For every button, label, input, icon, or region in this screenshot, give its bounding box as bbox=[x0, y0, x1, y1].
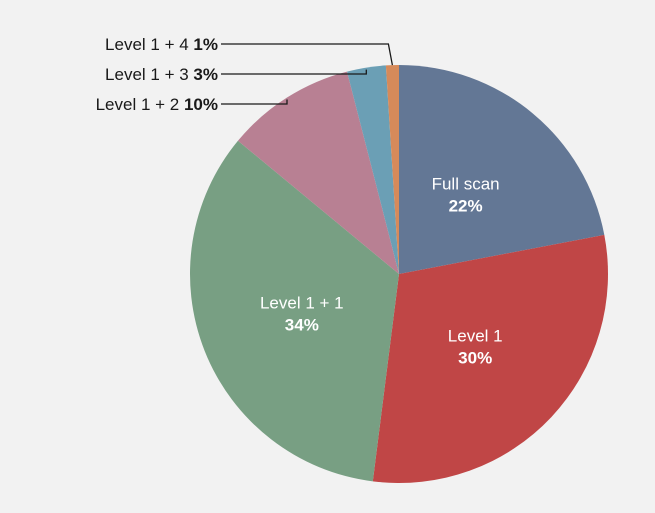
pie-slice-level-1-3 bbox=[347, 65, 399, 274]
pie-slice-level-1 bbox=[372, 234, 609, 483]
slice-label-level-1-4: Level 1 + 4 bbox=[105, 35, 193, 54]
slice-percent-level-1: 30% bbox=[458, 349, 492, 368]
slice-percent-level-1-1: 34% bbox=[285, 316, 319, 335]
slice-percent-level-1-3: 3% bbox=[193, 65, 218, 84]
pie-slice-level-1-4 bbox=[385, 65, 399, 274]
leader-line-level-1-4 bbox=[221, 43, 394, 66]
leader-lines bbox=[221, 43, 394, 105]
pie-slice-level-1-2 bbox=[237, 71, 399, 274]
slice-label-level-1-1: Level 1 + 1 bbox=[260, 294, 344, 313]
outside-label-level-1-2: Level 1 + 2 10% bbox=[96, 95, 218, 114]
slice-label-level-1-3: Level 1 + 3 bbox=[105, 65, 193, 84]
leader-line-level-1-2 bbox=[221, 99, 288, 105]
outside-label-level-1-3: Level 1 + 3 3% bbox=[105, 65, 218, 84]
slice-label-full-scan: Full scan bbox=[432, 175, 500, 194]
slice-percent-level-1-2: 10% bbox=[184, 95, 218, 114]
slice-percent-full-scan: 22% bbox=[449, 197, 483, 216]
slice-labels: Full scan 22% Level 1 30% Level 1 + 1 34% Leve… bbox=[96, 35, 503, 368]
slice-label-level-1: Level 1 bbox=[448, 327, 503, 346]
pie-slice-level-1-1 bbox=[190, 140, 399, 482]
pie-slices bbox=[190, 64, 609, 483]
leader-line-level-1-3 bbox=[221, 69, 367, 75]
slice-percent-level-1-4: 1% bbox=[193, 35, 218, 54]
outside-label-level-1-4: Level 1 + 4 1% bbox=[105, 35, 218, 54]
slice-label-level-1-2: Level 1 + 2 bbox=[96, 95, 184, 114]
pie-slice-full-scan bbox=[399, 64, 605, 274]
